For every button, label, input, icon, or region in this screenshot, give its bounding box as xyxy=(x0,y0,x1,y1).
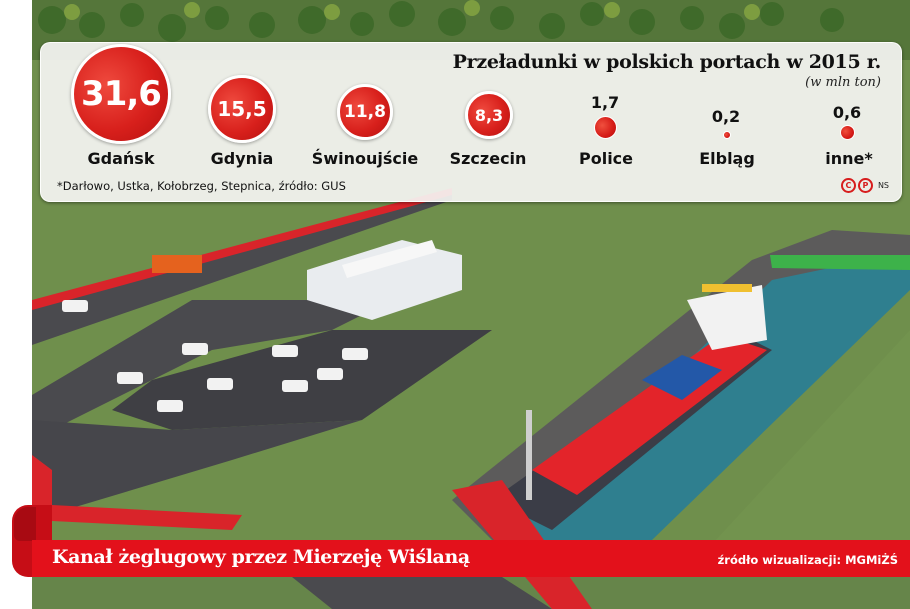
bubble-szczecin: 8,3 xyxy=(465,91,513,139)
label-swinoujscie: Świnoujście xyxy=(311,149,419,168)
label-gdansk: Gdańsk xyxy=(87,149,155,168)
copyright-marks: C P NS xyxy=(840,178,889,193)
bubble-swinoujscie: 11,8 xyxy=(337,84,393,140)
caption-banner: Kanał żeglugowy przez Mierzeję Wiślaną ź… xyxy=(32,540,910,577)
value-swinoujscie: 11,8 xyxy=(344,102,386,122)
bubble-inne xyxy=(840,125,855,140)
bubble-gdynia: 15,5 xyxy=(208,75,276,143)
value-inne: 0,6 xyxy=(832,103,862,122)
value-szczecin: 8,3 xyxy=(474,105,504,125)
phonogram-icon: P xyxy=(857,178,873,193)
value-gdynia: 15,5 xyxy=(217,97,267,121)
label-gdynia: Gdynia xyxy=(210,149,274,168)
port-throughput-panel: Przeładunki w polskich portach w 2015 r.… xyxy=(40,42,902,202)
author-initials: NS xyxy=(877,181,889,190)
label-police: Police xyxy=(578,149,634,168)
bubble-elblag xyxy=(723,131,731,139)
label-elblag: Elbląg xyxy=(699,149,755,168)
banner-roll-shadow xyxy=(14,507,36,541)
chart-title: Przeładunki w polskich portach w 2015 r. xyxy=(452,51,882,73)
banner-title: Kanał żeglugowy przez Mierzeję Wiślaną xyxy=(52,546,470,568)
banner-source: źródło wizualizacji: MGMiŻŚ xyxy=(717,553,898,567)
value-police: 1,7 xyxy=(590,93,620,112)
bubble-gdansk: 31,6 xyxy=(71,44,171,144)
footnote: *Darłowo, Ustka, Kołobrzeg, Stepnica, źr… xyxy=(57,179,346,193)
copyright-icon: C xyxy=(840,178,856,193)
value-elblag: 0,2 xyxy=(711,107,741,126)
label-inne: inne* xyxy=(825,149,873,168)
label-szczecin: Szczecin xyxy=(449,149,527,168)
bubble-police xyxy=(594,116,617,139)
chart-unit: (w mln ton) xyxy=(805,75,881,90)
value-gdansk: 31,6 xyxy=(81,74,162,114)
